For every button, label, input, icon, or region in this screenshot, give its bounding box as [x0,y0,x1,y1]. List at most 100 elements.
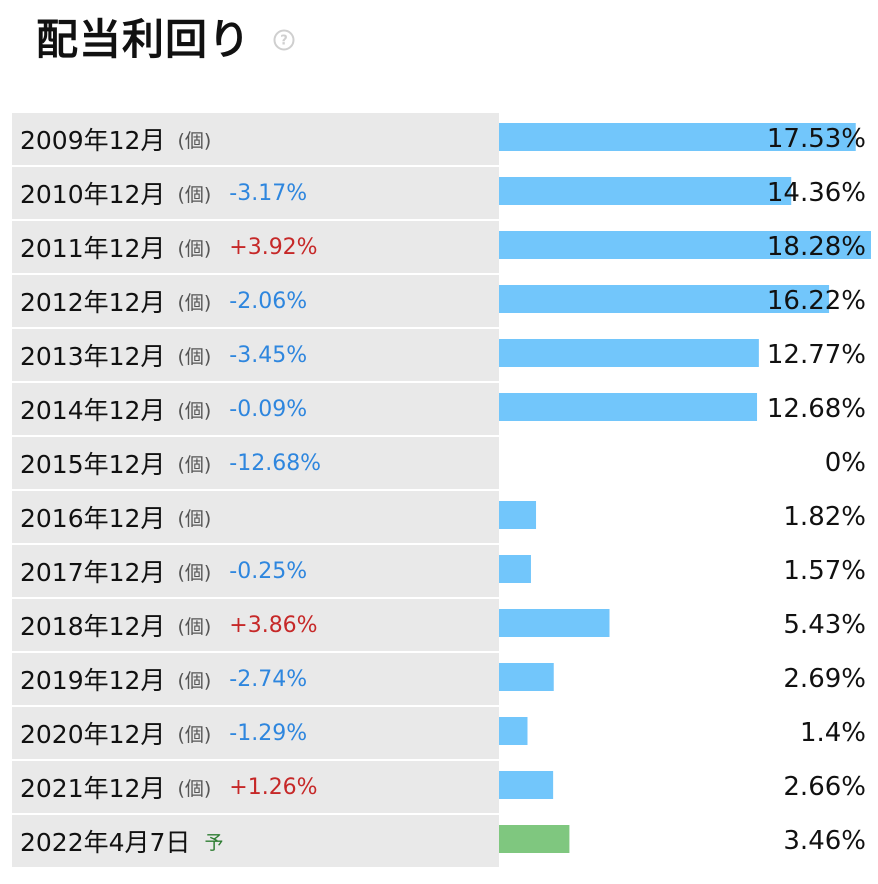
yield-bar [499,501,537,529]
period-label: 2014年12月 [20,396,166,425]
yield-bar [499,663,554,691]
bar-cell: 2.69% [499,653,874,707]
change-label: -12.68% [229,450,322,476]
bar-svg [499,231,871,259]
unit-label: (個) [177,183,212,206]
bar-cell: 3.46% [499,815,874,869]
row-divider [12,489,874,491]
unit-label: (個) [177,129,212,152]
bar-svg [499,285,830,313]
unit-label: (個) [177,561,212,584]
row-divider [12,381,874,383]
question-circle-icon[interactable]: ? [273,29,295,51]
row-divider [12,543,874,545]
period-label: 2009年12月 [20,126,166,155]
row-label: 2009年12月 (個) [12,113,499,165]
table-row: 2011年12月 (個) +3.92% 18.28% [12,221,874,275]
bar-svg [499,609,610,637]
period-label: 2018年12月 [20,612,166,641]
table-row: 2010年12月 (個) -3.17% 14.36% [12,167,874,221]
row-divider [12,705,874,707]
row-label: 2018年12月 (個) +3.86% [12,599,499,651]
row-divider [12,813,874,815]
unit-label: (個) [177,453,212,476]
row-label: 2011年12月 (個) +3.92% [12,221,499,273]
table-row: 2022年4月7日予 3.46% [12,815,874,869]
change-label: -3.17% [229,180,308,206]
row-label: 2013年12月 (個) -3.45% [12,329,499,381]
bar-cell: 2.66% [499,761,874,815]
yield-bar [499,339,759,367]
row-label: 2015年12月 (個) -12.68% [12,437,499,489]
bar-svg [499,717,528,745]
bar-cell: 14.36% [499,167,874,221]
bar-svg [499,177,792,205]
bar-cell: 16.22% [499,275,874,329]
change-label: +3.86% [229,612,318,638]
period-label: 2013年12月 [20,342,166,371]
value-label: 5.43% [783,610,866,640]
table-row: 2020年12月 (個) -1.29% 1.4% [12,707,874,761]
row-divider [12,651,874,653]
bar-svg [499,663,554,691]
yield-bar [499,717,528,745]
bar-cell: 12.77% [499,329,874,383]
bar-svg [499,437,872,489]
unit-label: (個) [177,777,212,800]
page-title: 配当利回り [36,14,252,64]
bar-cell: 17.53% [499,113,874,167]
value-label: 17.53% [766,124,866,154]
row-label: 2017年12月 (個) -0.25% [12,545,499,597]
period-label: 2016年12月 [20,504,166,533]
period-label: 2010年12月 [20,180,166,209]
unit-label: (個) [177,615,212,638]
title-row: 配当利回り ? [36,6,295,66]
bar-cell: 12.68% [499,383,874,437]
value-label: 14.36% [766,178,866,208]
period-label: 2019年12月 [20,666,166,695]
table-row: 2015年12月 (個) -12.68% 0% [12,437,874,491]
forecast-badge: 予 [204,831,224,854]
unit-label: (個) [177,723,212,746]
value-label: 3.46% [783,826,866,856]
value-label: 1.82% [783,502,866,532]
row-divider [12,165,874,167]
period-label: 2012年12月 [20,288,166,317]
row-label: 2019年12月 (個) -2.74% [12,653,499,705]
svg-text:?: ? [280,34,288,49]
table-row: 2019年12月 (個) -2.74% 2.69% [12,653,874,707]
row-divider [12,219,874,221]
change-label: -1.29% [229,720,308,746]
bar-cell: 5.43% [499,599,874,653]
table-row: 2014年12月 (個) -0.09% 12.68% [12,383,874,437]
row-label: 2012年12月 (個) -2.06% [12,275,499,327]
unit-label: (個) [177,507,212,530]
row-divider [12,759,874,761]
row-divider [12,273,874,275]
change-label: -2.74% [229,666,308,692]
value-label: 12.68% [766,394,866,424]
bar-svg [499,555,531,583]
row-label: 2010年12月 (個) -3.17% [12,167,499,219]
row-divider [12,435,874,437]
yield-bar [499,555,531,583]
table-row: 2012年12月 (個) -2.06% 16.22% [12,275,874,329]
value-label: 12.77% [766,340,866,370]
table-row: 2009年12月 (個) 17.53% [12,113,874,167]
value-label: 1.57% [783,556,866,586]
forecast-bar [499,825,570,853]
unit-label: (個) [177,237,212,260]
yield-bar [499,285,830,313]
row-label: 2014年12月 (個) -0.09% [12,383,499,435]
unit-label: (個) [177,345,212,368]
table-row: 2016年12月 (個) 1.82% [12,491,874,545]
bar-cell: 1.4% [499,707,874,761]
yield-bar [499,177,792,205]
change-label: +1.26% [229,774,318,800]
yield-bar [499,123,856,151]
dividend-yield-table: 2009年12月 (個) 17.53% 2010年12月 (個) -3.17% 14.36%… [12,113,874,869]
unit-label: (個) [177,291,212,314]
bar-svg [499,339,759,367]
change-label: -2.06% [229,288,308,314]
bar-svg [499,393,758,421]
